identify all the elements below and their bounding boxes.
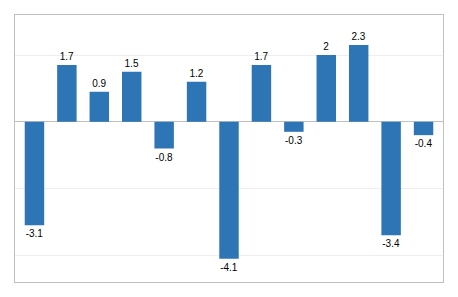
svg-text:-4.1: -4.1 xyxy=(220,262,238,273)
svg-text:1.7: 1.7 xyxy=(254,51,268,62)
svg-text:1.5: 1.5 xyxy=(125,58,139,69)
svg-text:-0.8: -0.8 xyxy=(155,152,173,163)
svg-text:1.7: 1.7 xyxy=(60,51,74,62)
svg-text:-3.1: -3.1 xyxy=(26,228,44,239)
svg-text:-0.4: -0.4 xyxy=(415,138,433,149)
svg-text:2: 2 xyxy=(323,41,329,52)
svg-text:2.3: 2.3 xyxy=(352,31,366,42)
svg-text:0.9: 0.9 xyxy=(92,78,106,89)
svg-text:-3.4: -3.4 xyxy=(382,238,400,249)
svg-text:-0.3: -0.3 xyxy=(285,135,303,146)
svg-text:1.2: 1.2 xyxy=(189,68,203,79)
